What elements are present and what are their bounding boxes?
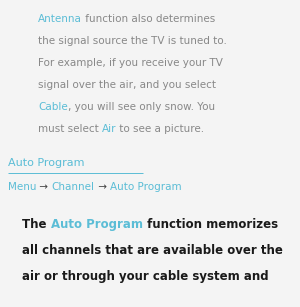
- Text: function also determines: function also determines: [82, 14, 215, 24]
- Text: signal over the air, and you select: signal over the air, and you select: [38, 80, 216, 90]
- Text: For example, if you receive your TV: For example, if you receive your TV: [38, 58, 223, 68]
- Text: Auto Program: Auto Program: [8, 158, 85, 168]
- Text: Antenna: Antenna: [38, 14, 82, 24]
- Text: →: →: [37, 182, 52, 192]
- Text: function memorizes: function memorizes: [142, 218, 278, 231]
- Text: The: The: [22, 218, 51, 231]
- Text: , you will see only snow. You: , you will see only snow. You: [68, 102, 215, 112]
- Text: Menu: Menu: [8, 182, 37, 192]
- Text: Cable: Cable: [38, 102, 68, 112]
- Text: Air: Air: [102, 124, 116, 134]
- Text: Channel: Channel: [52, 182, 95, 192]
- Text: to see a picture.: to see a picture.: [116, 124, 205, 134]
- Text: →: →: [95, 182, 110, 192]
- Text: Auto Program: Auto Program: [110, 182, 182, 192]
- Text: the signal source the TV is tuned to.: the signal source the TV is tuned to.: [38, 36, 227, 46]
- Text: must select: must select: [38, 124, 102, 134]
- Text: air or through your cable system and: air or through your cable system and: [22, 270, 268, 283]
- Text: all channels that are available over the: all channels that are available over the: [22, 244, 283, 257]
- Text: Auto Program: Auto Program: [51, 218, 142, 231]
